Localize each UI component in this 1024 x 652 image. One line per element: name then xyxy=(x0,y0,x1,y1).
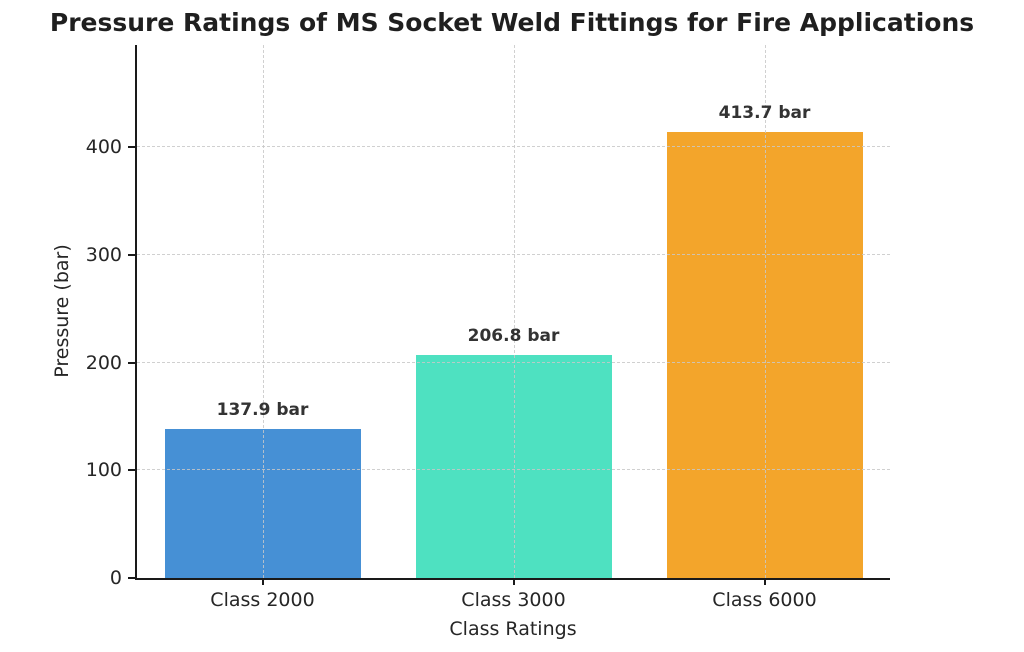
bar-value-label: 413.7 bar xyxy=(718,103,811,124)
y-tick-label: 200 xyxy=(85,351,122,374)
x-tick-label: Class 6000 xyxy=(712,589,817,611)
gridline-vertical xyxy=(513,45,515,578)
x-tick-label: Class 3000 xyxy=(461,589,566,611)
plot-area: 137.9 bar 206.8 bar 413.7 bar xyxy=(128,45,890,580)
bar-value-label: 206.8 bar xyxy=(467,326,560,347)
y-tick-mark xyxy=(128,361,135,364)
x-tick-mark xyxy=(512,578,515,585)
chart-title: Pressure Ratings of MS Socket Weld Fitti… xyxy=(49,8,975,37)
bar-value-label: 137.9 bar xyxy=(216,400,309,421)
y-tick-mark xyxy=(128,146,135,148)
left-spine xyxy=(135,45,137,578)
y-tick-label: 100 xyxy=(85,459,122,482)
y-axis-label: Pressure (bar) xyxy=(51,244,73,378)
y-tick-label: 0 xyxy=(109,567,122,589)
x-tick-label: Class 2000 xyxy=(210,589,315,611)
gridline-vertical xyxy=(262,45,264,578)
y-tick-mark xyxy=(128,577,135,579)
x-tick-mark xyxy=(763,578,766,585)
y-tick-mark xyxy=(128,469,135,472)
gridline-vertical xyxy=(764,45,766,578)
y-tick-label: 300 xyxy=(85,243,122,266)
x-axis-label: Class Ratings xyxy=(449,618,577,640)
y-tick-label: 400 xyxy=(85,136,122,158)
y-tick-mark xyxy=(128,253,135,256)
x-tick-mark xyxy=(261,578,264,585)
